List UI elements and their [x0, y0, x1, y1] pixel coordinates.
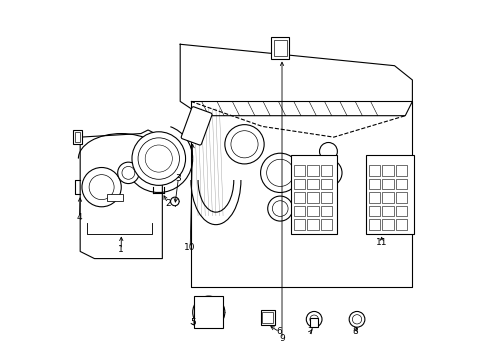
Bar	[290, 155, 337, 234]
Text: 11: 11	[375, 238, 386, 247]
Bar	[382, 179, 393, 189]
Bar	[368, 165, 380, 176]
Bar	[382, 219, 393, 230]
Bar	[320, 165, 332, 176]
Circle shape	[192, 296, 224, 328]
Bar	[307, 206, 318, 216]
Bar	[293, 206, 305, 216]
Text: 10: 10	[184, 243, 196, 252]
Bar	[293, 179, 305, 189]
Circle shape	[118, 162, 139, 184]
Bar	[293, 192, 305, 203]
Text: 3: 3	[175, 174, 181, 183]
Bar	[395, 206, 407, 216]
Bar	[368, 192, 380, 203]
Circle shape	[170, 197, 179, 206]
Bar	[365, 155, 413, 234]
Circle shape	[122, 166, 135, 179]
Bar	[320, 179, 332, 189]
Bar	[307, 165, 318, 176]
Text: 4: 4	[77, 213, 82, 222]
Circle shape	[260, 153, 299, 193]
Bar	[320, 192, 332, 203]
Circle shape	[267, 196, 292, 221]
Bar	[320, 206, 332, 216]
Bar	[395, 165, 407, 176]
Bar	[262, 312, 273, 323]
Bar	[307, 179, 318, 189]
Bar	[395, 192, 407, 203]
Bar	[260, 310, 274, 325]
Circle shape	[319, 143, 337, 160]
Circle shape	[272, 201, 287, 216]
FancyBboxPatch shape	[181, 107, 212, 145]
Bar	[273, 40, 286, 56]
Text: 2: 2	[164, 199, 170, 208]
Text: 9: 9	[279, 334, 285, 343]
Text: 6: 6	[276, 327, 282, 336]
Text: 1: 1	[118, 245, 124, 254]
Bar	[320, 219, 332, 230]
Circle shape	[145, 145, 172, 172]
Bar	[73, 130, 82, 144]
Circle shape	[266, 159, 293, 186]
Circle shape	[224, 125, 264, 164]
Circle shape	[138, 138, 179, 179]
Bar	[395, 179, 407, 189]
Circle shape	[319, 164, 337, 182]
Bar	[395, 219, 407, 230]
Circle shape	[89, 175, 114, 200]
Bar	[194, 296, 223, 328]
Text: 5: 5	[189, 318, 195, 327]
Circle shape	[230, 131, 258, 158]
Bar	[382, 165, 393, 176]
Bar	[309, 318, 318, 327]
Bar	[107, 194, 123, 202]
Bar	[271, 37, 288, 59]
Circle shape	[314, 159, 341, 186]
Bar	[307, 192, 318, 203]
Circle shape	[132, 132, 185, 185]
Bar	[368, 206, 380, 216]
Bar	[293, 219, 305, 230]
Bar	[368, 219, 380, 230]
Circle shape	[309, 315, 318, 324]
Circle shape	[305, 311, 322, 327]
Bar	[382, 206, 393, 216]
Text: 7: 7	[307, 327, 313, 336]
Bar	[382, 192, 393, 203]
Bar	[307, 219, 318, 230]
Bar	[293, 165, 305, 176]
Circle shape	[348, 311, 364, 327]
Circle shape	[82, 167, 121, 207]
Text: 8: 8	[352, 327, 357, 336]
Circle shape	[197, 301, 220, 324]
Circle shape	[352, 315, 361, 324]
Bar	[368, 179, 380, 189]
Bar	[75, 132, 80, 143]
